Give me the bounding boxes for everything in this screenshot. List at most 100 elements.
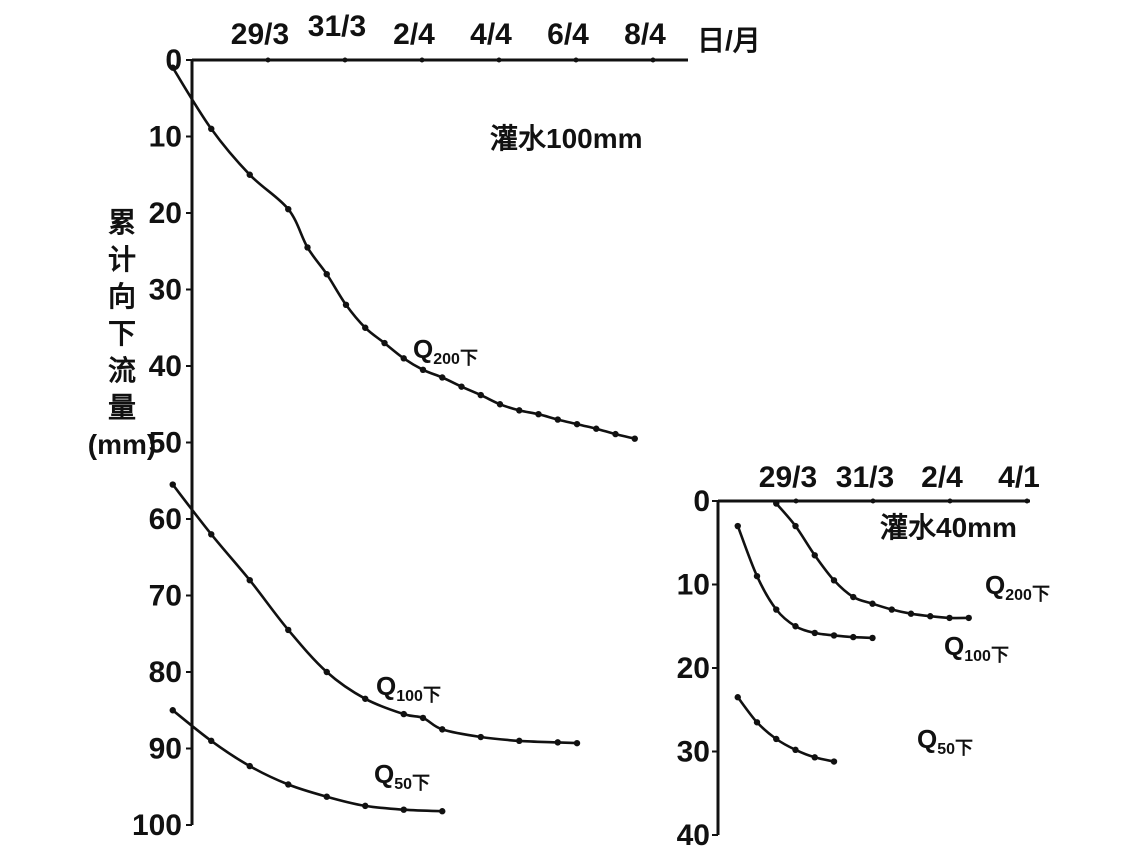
y-tick-label: 30 — [677, 736, 710, 769]
data-point-100 — [169, 481, 176, 488]
data-point-200 — [573, 420, 581, 428]
y-tick-label: 80 — [149, 656, 182, 689]
series-label-main: Q — [413, 334, 433, 364]
y-axis-label-char: 累 — [108, 207, 136, 238]
series-label: Q100下 — [376, 671, 441, 705]
data-point-100 — [869, 634, 876, 642]
series-label-main: Q — [944, 631, 964, 661]
y-axis-label-char: 流 — [108, 355, 136, 386]
data-point-200 — [169, 64, 176, 71]
data-point-50 — [773, 735, 780, 743]
series-label-tail: 下 — [412, 773, 430, 793]
data-point-200 — [516, 407, 523, 414]
data-point-50 — [830, 758, 838, 765]
data-point-200 — [869, 600, 876, 607]
data-point-200 — [927, 613, 934, 620]
data-point-100 — [573, 739, 581, 747]
y-tick-label: 0 — [693, 485, 710, 518]
series-label-subscript: 50 — [394, 776, 412, 793]
data-point-200 — [246, 171, 253, 178]
series-label-subscript: 200 — [433, 351, 460, 368]
series-label-subscript: 100 — [964, 648, 991, 665]
data-point-100 — [208, 531, 215, 538]
data-point-200 — [458, 383, 465, 390]
series-line-100 — [171, 483, 578, 745]
series-label-tail: 下 — [1032, 584, 1050, 604]
y-tick-label: 90 — [149, 733, 182, 766]
data-point-50 — [811, 754, 818, 761]
data-point-100 — [419, 714, 427, 722]
data-point-50 — [362, 802, 369, 810]
data-point-200 — [593, 425, 600, 432]
data-point-200 — [477, 391, 484, 399]
series-label: Q50下 — [917, 724, 973, 758]
y-axis-label-char: 向 — [108, 281, 136, 312]
x-tick-mark — [496, 57, 502, 63]
data-point-100 — [439, 726, 446, 733]
data-point-200 — [631, 435, 638, 442]
series-label-tail: 下 — [955, 738, 973, 758]
x-tick-label: 31/3 — [836, 461, 894, 494]
data-point-100 — [792, 623, 799, 630]
x-tick-label: 4/1 — [998, 461, 1040, 494]
y-axis-label-char: 量 — [108, 392, 136, 423]
annotation-label: 灌水100mm — [490, 123, 643, 154]
x-tick-mark — [419, 57, 425, 63]
y-tick-label: 60 — [149, 503, 182, 536]
data-point-200 — [381, 339, 388, 347]
series-label-subscript: 100 — [396, 688, 423, 705]
data-point-200 — [811, 552, 818, 559]
data-point-200 — [439, 374, 446, 381]
data-point-200 — [400, 355, 407, 362]
series-label-tail: 下 — [460, 348, 478, 368]
series-label-subscript: 200 — [1005, 587, 1032, 604]
x-tick-mark — [650, 57, 656, 63]
y-tick-label: 20 — [149, 197, 182, 230]
data-point-50 — [169, 707, 176, 714]
data-point-200 — [208, 125, 215, 133]
data-point-200 — [612, 430, 619, 438]
x-tick-label: 8/4 — [624, 18, 666, 51]
data-point-200 — [946, 614, 953, 622]
series-label: Q50下 — [374, 759, 430, 793]
data-point-100 — [362, 695, 369, 702]
x-axis-label: 日/月 — [697, 25, 761, 56]
x-tick-label: 2/4 — [393, 18, 435, 51]
y-tick-label: 10 — [677, 569, 710, 602]
data-point-200 — [830, 577, 838, 584]
y-tick-label: 100 — [132, 809, 182, 842]
data-point-200 — [342, 301, 350, 308]
x-tick-mark — [793, 498, 799, 504]
annotation-label: 灌水40mm — [880, 512, 1017, 543]
y-axis-label-char: 计 — [108, 244, 136, 275]
data-point-200 — [965, 614, 972, 622]
data-point-50 — [208, 737, 215, 745]
series-label-main: Q — [376, 671, 396, 701]
data-point-200 — [792, 522, 799, 530]
series-label-tail: 下 — [423, 685, 441, 705]
y-axis-label-char: 下 — [108, 318, 136, 349]
y-tick-label: 40 — [149, 350, 182, 383]
data-point-200 — [907, 610, 915, 617]
series-label-subscript: 50 — [937, 741, 955, 758]
series-line-50 — [171, 709, 443, 813]
series-label-main: Q — [917, 724, 937, 754]
y-tick-label: 0 — [165, 44, 182, 77]
y-tick-label: 30 — [149, 274, 182, 307]
data-point-200 — [888, 606, 895, 613]
y-axis-label-char: (mm) — [88, 429, 156, 460]
data-point-100 — [830, 632, 838, 639]
y-tick-label: 10 — [149, 121, 182, 154]
series-label-main: Q — [374, 759, 394, 789]
data-point-100 — [753, 572, 761, 580]
x-tick-label: 2/4 — [921, 461, 963, 494]
y-tick-label: 70 — [149, 580, 182, 613]
data-point-100 — [554, 739, 561, 746]
data-point-50 — [792, 746, 799, 754]
data-point-200 — [554, 416, 561, 423]
series-label-tail: 下 — [991, 645, 1009, 665]
data-point-200 — [323, 271, 330, 278]
data-point-50 — [400, 806, 407, 813]
series-line-200 — [171, 67, 636, 440]
